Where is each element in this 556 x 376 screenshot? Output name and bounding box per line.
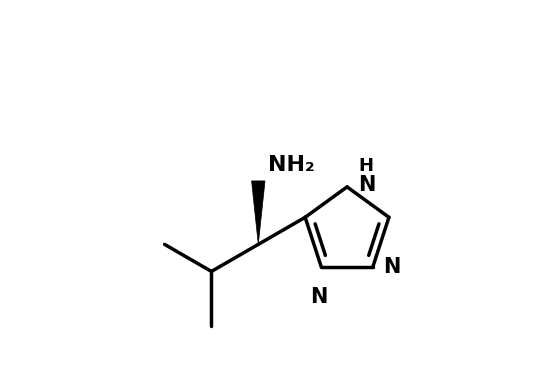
Text: N: N	[311, 287, 328, 307]
Text: H: H	[358, 157, 373, 175]
Text: N: N	[384, 256, 401, 277]
Polygon shape	[251, 181, 265, 244]
Text: N: N	[358, 175, 376, 195]
Text: NH₂: NH₂	[267, 155, 314, 175]
